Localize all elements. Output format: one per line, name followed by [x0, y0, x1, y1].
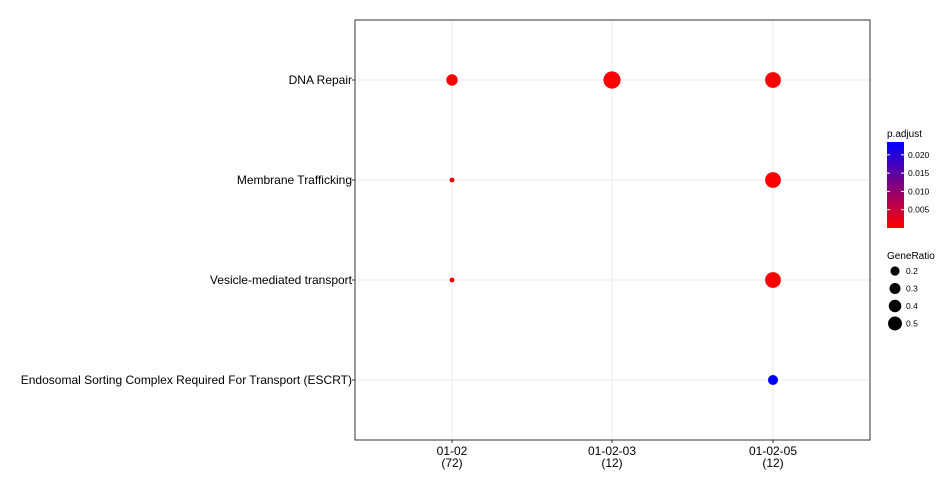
y-tick-label: Vesicle-mediated transport — [210, 273, 353, 287]
gene-ratio-legend-title: GeneRatio — [887, 251, 935, 262]
y-tick-label: DNA Repair — [289, 73, 352, 87]
data-point — [765, 272, 781, 288]
colorbar-tick-label: 0.015 — [908, 168, 930, 178]
gene-ratio-legend-label: 0.4 — [906, 301, 918, 311]
y-axis: DNA Repair Membrane Trafficking Vesicle-me… — [21, 73, 355, 387]
data-point — [603, 71, 621, 89]
data-point — [765, 72, 781, 88]
y-tick-label: Endosomal Sorting Complex Required For T… — [21, 373, 352, 387]
data-point — [449, 177, 455, 183]
data-point — [767, 374, 779, 386]
gene-ratio-legend: GeneRatio 0.2 0.3 0.4 0.5 — [887, 251, 935, 331]
gene-ratio-legend-label: 0.2 — [906, 266, 918, 276]
gene-ratio-legend-key — [890, 266, 900, 276]
y-tick-label: Membrane Trafficking — [237, 173, 352, 187]
gene-ratio-legend-label: 0.3 — [906, 284, 918, 294]
x-tick-count-label: (12) — [762, 456, 783, 470]
gene-ratio-legend-key — [888, 299, 902, 313]
colorbar-tick-label: 0.005 — [908, 205, 930, 215]
x-tick-label: 01-02-03 — [588, 444, 636, 458]
grid-lines — [355, 20, 870, 440]
data-point — [765, 172, 781, 188]
x-tick-count-label: (12) — [601, 456, 622, 470]
x-tick-count-label: (72) — [441, 456, 462, 470]
colorbar-tick-label: 0.020 — [908, 150, 930, 160]
data-points — [446, 71, 781, 386]
data-point — [446, 74, 458, 86]
gene-ratio-legend-label: 0.5 — [906, 319, 918, 329]
p-adjust-legend-title: p.adjust — [887, 129, 922, 140]
gene-ratio-legend-key — [888, 316, 902, 331]
x-axis: 01-02(72)01-02-03(12)01-02-05(12) — [437, 440, 797, 470]
p-adjust-legend: p.adjust 0.005 0.010 0.015 0.020 — [887, 129, 930, 228]
data-point — [449, 277, 455, 283]
gene-ratio-legend-key — [889, 283, 901, 294]
x-tick-label: 01-02-05 — [749, 444, 797, 458]
colorbar-tick-label: 0.010 — [908, 186, 930, 196]
x-tick-label: 01-02 — [437, 444, 468, 458]
p-adjust-colorbar — [887, 142, 904, 228]
